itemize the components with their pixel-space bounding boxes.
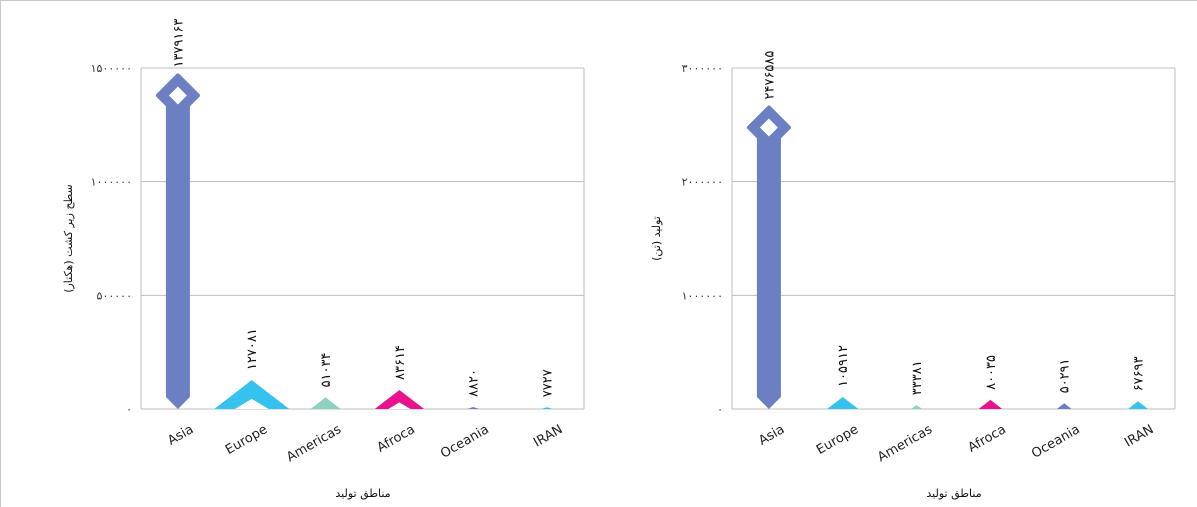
x-tick-label: IRAN	[1122, 422, 1156, 450]
y-tick-label: ۰	[717, 403, 723, 416]
x-tick-label: Europe	[814, 422, 861, 458]
x-tick-label: Asia	[756, 422, 787, 449]
y-tick-label: ۱۰۰۰۰۰۰	[682, 289, 723, 302]
data-label: ۱۰۵۹۱۲	[836, 345, 851, 387]
y-tick-label: ۱۵۰۰۰۰۰	[91, 62, 132, 75]
x-axis-label: مناطق تولید	[335, 487, 390, 501]
data-label: ۲۴۷۶۵۸۵	[762, 51, 777, 100]
bar-afroca	[978, 399, 1003, 409]
x-tick-label: Oceania	[1029, 422, 1083, 462]
x-tick-label: Afroca	[966, 422, 1009, 456]
data-label: ۱۲۷۰۸۱	[245, 328, 260, 370]
x-tick-label: Oceania	[438, 422, 492, 462]
chart-2: ۰ ۱۰۰۰۰۰۰ ۲۰۰۰۰۰۰ ۳۰۰۰۰۰۰ تولید (تن) مناطق تو…	[650, 51, 1176, 501]
x-axis-label: مناطق تولید	[926, 487, 981, 501]
bar-oceania	[1056, 403, 1072, 409]
data-label: ۵۰۲۹۱	[1058, 358, 1073, 393]
marker-hole	[168, 86, 187, 105]
bar-americas	[910, 405, 923, 409]
x-tick-label: Americas	[284, 422, 344, 465]
x-tick-label: Europe	[223, 422, 270, 458]
data-label: ۳۳۳۸۱	[910, 360, 925, 395]
data-label: ۸۸۲۰	[467, 369, 482, 397]
bar-hole	[388, 402, 411, 409]
data-label: ۶۷۶۹۳	[1132, 356, 1147, 391]
x-tick-label: Asia	[165, 422, 196, 449]
data-label: ۷۷۲۷	[541, 369, 556, 397]
data-label: ۸۰۰۳۵	[984, 355, 999, 390]
bar-hole	[234, 398, 269, 409]
bar-oceania	[467, 406, 480, 409]
bar-iran	[1128, 401, 1149, 409]
x-tick-label: IRAN	[531, 422, 565, 450]
y-tick-label: ۱۰۰۰۰۰۰	[91, 176, 132, 189]
x-tick-label: Afroca	[375, 422, 418, 456]
bar-asia	[756, 127, 781, 409]
y-axis-label: تولید (تن)	[650, 216, 663, 261]
y-tick-label: ۳۰۰۰۰۰۰	[682, 62, 723, 75]
data-label: ۵۱۰۳۴	[319, 352, 334, 387]
data-label: ۱۳۷۹۱۶۳	[171, 19, 186, 68]
bar-europe	[827, 396, 859, 409]
y-axis-label: سطح زیر کشت (هکتار)	[62, 184, 75, 293]
bar-asia	[165, 95, 190, 409]
bar-iran	[541, 407, 554, 409]
x-tick-label: Americas	[875, 422, 935, 465]
bar-americas	[310, 397, 341, 409]
marker-hole	[759, 118, 778, 137]
data-label: ۸۳۶۱۴	[393, 345, 408, 380]
bar-afroca	[374, 389, 425, 409]
bar-europe	[214, 380, 290, 409]
y-tick-label: ۰	[126, 403, 132, 416]
chart-1: ۰ ۵۰۰۰۰۰ ۱۰۰۰۰۰۰ ۱۵۰۰۰۰۰ سطح زیر کشت (هکتار)…	[62, 19, 585, 501]
y-tick-label: ۵۰۰۰۰۰	[97, 289, 132, 302]
y-tick-label: ۲۰۰۰۰۰۰	[682, 176, 723, 189]
